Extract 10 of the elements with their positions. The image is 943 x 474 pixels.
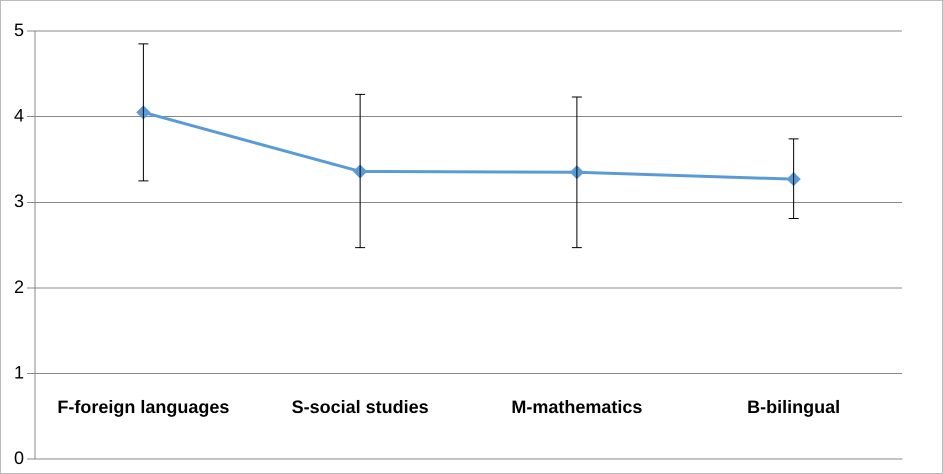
y-tick-label: 0 (14, 448, 24, 468)
x-tick-label: M-mathematics (511, 396, 642, 417)
x-tick-label: S-social studies (292, 396, 429, 417)
x-tick-label: B-bilingual (747, 396, 840, 417)
y-tick-label: 4 (14, 106, 24, 126)
y-tick-label: 2 (14, 276, 24, 297)
y-tick-label: 3 (14, 191, 24, 212)
y-tick-label: 5 (14, 20, 24, 40)
y-tick-label: 1 (14, 362, 24, 383)
x-tick-label: F-foreign languages (57, 396, 230, 417)
